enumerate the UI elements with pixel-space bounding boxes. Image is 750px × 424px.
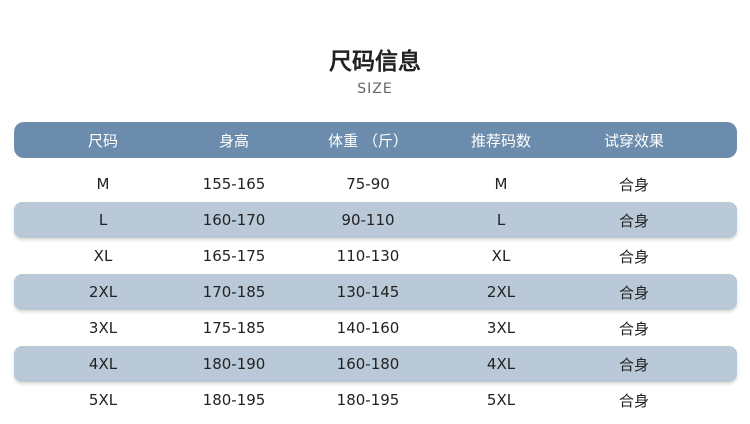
table-cell: 165-175 (202, 247, 266, 265)
table-row: 2XL 170-185 130-145 2XL 合身 (14, 274, 737, 310)
table-cell: 2XL (486, 283, 516, 301)
table-row: 5XL 180-195 180-195 5XL 合身 (14, 382, 737, 418)
table-cell: 160-180 (336, 355, 400, 373)
table-cell: 170-185 (202, 283, 266, 301)
table-cell: 合身 (618, 283, 649, 302)
table-row: XL 165-175 110-130 XL 合身 (14, 238, 737, 274)
table-cell: 75-90 (346, 175, 390, 193)
table-cell: 推荐码数 (470, 131, 531, 150)
table-cell: 110-130 (336, 247, 400, 265)
table-cell: 175-185 (202, 319, 266, 337)
table-cell: M (494, 175, 508, 193)
table-cell: XL (491, 247, 511, 265)
table-cell: 160-170 (202, 211, 266, 229)
table-cell: 合身 (618, 355, 649, 374)
table-cell: 180-195 (336, 391, 400, 409)
table-cell: 4XL (486, 355, 516, 373)
table-cell: 合身 (618, 319, 649, 338)
table-cell: 130-145 (336, 283, 400, 301)
table-row: M 155-165 75-90 M 合身 (14, 166, 737, 202)
table-cell: L (496, 211, 506, 229)
table-row: L 160-170 90-110 L 合身 (14, 202, 737, 238)
table-cell: 3XL (88, 319, 118, 337)
table-header: 尺码 身高 体重 （斤） 推荐码数 试穿效果 (14, 122, 737, 158)
table-cell: 合身 (618, 211, 649, 230)
table-cell: L (98, 211, 108, 229)
table-cell: 合身 (618, 175, 649, 194)
table-cell: 5XL (486, 391, 516, 409)
table-cell: 2XL (88, 283, 118, 301)
table-cell: 140-160 (336, 319, 400, 337)
page-title: 尺码信息 (329, 49, 421, 75)
table-cell: 试穿效果 (603, 131, 664, 150)
table-cell: 155-165 (202, 175, 266, 193)
page-subtitle: SIZE (357, 81, 393, 97)
table-cell: 3XL (486, 319, 516, 337)
table-cell: 合身 (618, 247, 649, 266)
table-row: 4XL 180-190 160-180 4XL 合身 (14, 346, 737, 382)
table-cell: 尺码 (87, 131, 118, 150)
table-cell: 身高 (218, 131, 249, 150)
table-cell: 4XL (88, 355, 118, 373)
table-cell: 180-195 (202, 391, 266, 409)
table-cell: 90-110 (341, 211, 395, 229)
table-cell: XL (93, 247, 113, 265)
table-cell: 5XL (88, 391, 118, 409)
table-cell: 体重 （斤） (328, 131, 408, 150)
table-cell: 180-190 (202, 355, 266, 373)
table-cell: M (96, 175, 110, 193)
table-row: 3XL 175-185 140-160 3XL 合身 (14, 310, 737, 346)
table-cell: 合身 (618, 391, 649, 410)
